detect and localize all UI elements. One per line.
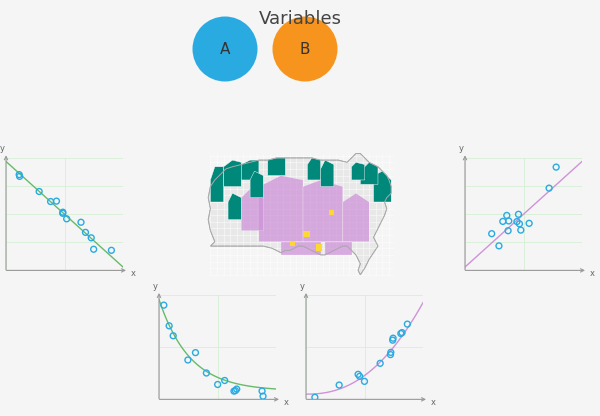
Bar bbox=[303, 230, 310, 237]
Point bbox=[355, 373, 364, 380]
Polygon shape bbox=[281, 242, 320, 255]
Polygon shape bbox=[325, 242, 352, 255]
Point bbox=[514, 211, 523, 218]
Polygon shape bbox=[241, 189, 263, 230]
Text: x: x bbox=[131, 269, 136, 278]
Point bbox=[396, 330, 406, 337]
Point bbox=[52, 198, 61, 204]
Text: y: y bbox=[300, 282, 305, 291]
Point bbox=[359, 378, 369, 385]
Point bbox=[310, 394, 320, 401]
Point bbox=[220, 377, 229, 384]
Point bbox=[76, 219, 86, 225]
Point bbox=[202, 370, 211, 376]
Point bbox=[386, 349, 395, 356]
Polygon shape bbox=[352, 162, 365, 180]
Point bbox=[524, 220, 534, 227]
Text: y: y bbox=[153, 282, 158, 291]
Text: y: y bbox=[0, 144, 5, 154]
Polygon shape bbox=[361, 162, 378, 184]
Point bbox=[191, 349, 200, 356]
Point bbox=[386, 351, 395, 358]
Text: y: y bbox=[459, 144, 464, 154]
Polygon shape bbox=[307, 158, 320, 180]
Text: x: x bbox=[284, 398, 289, 406]
Point bbox=[58, 210, 68, 217]
Point bbox=[544, 185, 554, 191]
Point bbox=[80, 229, 90, 236]
Point bbox=[107, 247, 116, 254]
Point bbox=[503, 228, 513, 234]
Point bbox=[487, 230, 497, 237]
Point bbox=[89, 246, 98, 253]
Text: B: B bbox=[300, 42, 310, 57]
Point bbox=[334, 382, 344, 389]
Point bbox=[516, 227, 526, 233]
Point bbox=[58, 209, 68, 215]
Point bbox=[504, 218, 514, 224]
Polygon shape bbox=[228, 193, 241, 220]
Point bbox=[353, 371, 363, 378]
Polygon shape bbox=[374, 171, 391, 202]
Point bbox=[232, 386, 242, 392]
Polygon shape bbox=[259, 176, 303, 242]
Point bbox=[183, 357, 193, 363]
Point bbox=[403, 321, 412, 327]
Point bbox=[502, 212, 512, 219]
Point bbox=[213, 381, 223, 388]
Polygon shape bbox=[320, 160, 334, 186]
Bar bbox=[316, 244, 322, 250]
Polygon shape bbox=[250, 171, 263, 198]
Point bbox=[86, 235, 96, 241]
Polygon shape bbox=[268, 158, 286, 176]
Bar bbox=[290, 240, 295, 246]
Polygon shape bbox=[208, 154, 391, 275]
Bar bbox=[329, 210, 334, 215]
Ellipse shape bbox=[193, 17, 257, 82]
Polygon shape bbox=[241, 160, 259, 180]
Text: A: A bbox=[220, 42, 230, 57]
Text: x: x bbox=[431, 398, 436, 406]
Polygon shape bbox=[303, 180, 343, 242]
Point bbox=[257, 388, 267, 394]
Point bbox=[515, 220, 524, 227]
Point bbox=[498, 218, 508, 225]
Point bbox=[159, 302, 169, 309]
Point bbox=[397, 329, 407, 336]
Point bbox=[376, 360, 385, 366]
Point bbox=[551, 164, 561, 171]
Polygon shape bbox=[211, 167, 224, 202]
Text: Variables: Variables bbox=[259, 10, 341, 28]
Point bbox=[14, 171, 24, 178]
Point bbox=[46, 198, 55, 205]
Point bbox=[34, 188, 44, 195]
Point bbox=[494, 243, 504, 249]
Point bbox=[164, 322, 174, 329]
Ellipse shape bbox=[272, 17, 337, 82]
Point bbox=[62, 215, 71, 222]
Point bbox=[258, 393, 268, 399]
Point bbox=[230, 387, 240, 394]
Point bbox=[15, 173, 25, 180]
Text: x: x bbox=[590, 269, 595, 278]
Point bbox=[388, 335, 398, 342]
Polygon shape bbox=[343, 193, 369, 242]
Point bbox=[169, 332, 178, 339]
Point bbox=[388, 337, 397, 344]
Point bbox=[512, 218, 522, 225]
Polygon shape bbox=[224, 160, 241, 186]
Point bbox=[229, 388, 239, 394]
